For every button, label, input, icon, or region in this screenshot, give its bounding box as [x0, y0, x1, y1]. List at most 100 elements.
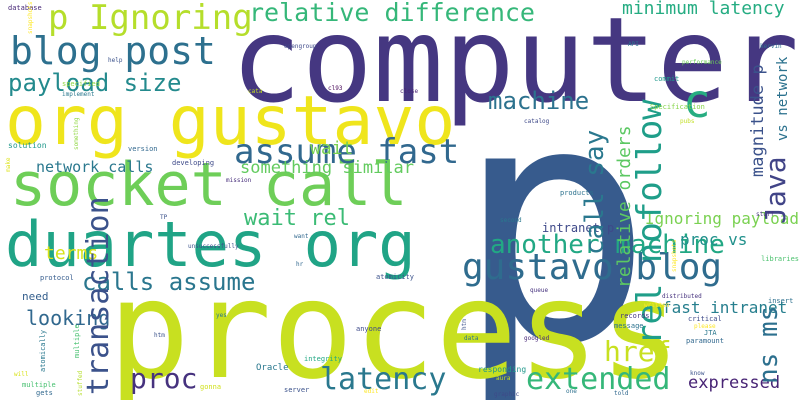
word-edit: pubs: [680, 118, 695, 125]
word-something-similar: wait: [310, 138, 354, 159]
word-gets: multiple: [22, 381, 56, 389]
word-yes: queue: [530, 287, 549, 294]
word-htm: data: [464, 335, 479, 342]
word-anyone: integrity: [304, 355, 342, 363]
word-implement: htm: [461, 319, 468, 330]
word-calls-assume: terms: [44, 243, 99, 264]
word-proc: transaction: [81, 196, 116, 395]
word-wait: assume fast: [234, 132, 460, 172]
word-intranet-p: expressed: [688, 373, 781, 393]
word-please: aura: [496, 375, 511, 382]
word-solution: solution: [8, 141, 47, 150]
word-socket-call: socket call: [10, 150, 408, 220]
word-close: kervin: [760, 43, 782, 50]
word-wait-rel: network calls: [36, 158, 154, 176]
word-need: intranet p: [542, 221, 615, 235]
word-cata: please: [694, 323, 716, 330]
word-second: catalog: [524, 118, 550, 125]
word-p: p: [455, 33, 654, 400]
word-href: ns ms: [754, 305, 784, 384]
word-terms: another machine: [490, 230, 725, 260]
word-gonna: gets: [36, 389, 53, 397]
word-relative-difference: relative difference: [249, 0, 535, 27]
word-one: know: [690, 370, 705, 377]
word-insert: distributed: [662, 293, 702, 300]
word-integrity: server: [284, 386, 310, 394]
word-server: Oracle: [256, 363, 289, 373]
word-computer: computer: [230, 0, 799, 129]
word-cl93: htm: [154, 332, 165, 339]
word-expressed: extended: [526, 362, 671, 397]
word-googled: yes: [216, 312, 227, 319]
word-unsuccessfully: products: [560, 189, 594, 197]
word-know: told: [614, 390, 629, 397]
word-transaction: need: [22, 290, 49, 303]
word-paramount: JTA: [704, 329, 717, 337]
word-api: commit: [654, 75, 680, 83]
word-xa: will: [14, 371, 29, 378]
word-catalog: version: [128, 145, 158, 153]
word-fast-intranet: proc vs: [680, 230, 748, 249]
word-specified: specified: [62, 80, 100, 88]
word-developing: developing: [172, 159, 215, 167]
word-queue: want: [294, 233, 309, 240]
word-graphic: one: [566, 388, 577, 395]
word-will: edit: [364, 388, 379, 395]
word-help: opengroup: [284, 43, 317, 50]
word-atomicity: anyone: [356, 325, 382, 333]
word-node: snapshots: [27, 1, 34, 34]
word-magnitude-p: magnitude p: [748, 64, 768, 177]
word-critical: message: [614, 322, 644, 330]
word-stuff: libraries: [761, 255, 799, 263]
word-pubs: written: [644, 302, 670, 309]
word-multiple: multiple: [73, 324, 81, 358]
word-database: database: [8, 4, 42, 12]
word-network-calls: something similar: [240, 158, 414, 178]
word-relative-orders: relative orders: [614, 125, 635, 288]
word-oracle: gonna: [200, 383, 222, 391]
word-process: process: [108, 252, 682, 400]
word-org-gustavo: org gustavo: [5, 82, 456, 161]
word-want: unsuccessfully: [188, 243, 239, 250]
word-records: atomicity: [376, 273, 414, 281]
word-atomically: atomically: [39, 329, 47, 372]
word-blog-post: blog post: [10, 29, 216, 73]
word-proc-vs: Ignoring payload: [644, 209, 799, 228]
word-assume-fast: vs network: [775, 56, 791, 141]
word-something: TP: [160, 214, 168, 221]
word-minimum-latency: minimum latency: [622, 0, 785, 19]
word-specification: stuff: [756, 211, 775, 218]
word-jta: insert: [768, 297, 794, 305]
word-gustavo-blog: gustavo blog: [462, 247, 723, 288]
word-commit: Specification: [650, 103, 705, 111]
word-opengroup: close: [400, 88, 419, 95]
word-written: performance: [682, 59, 722, 66]
word-products: second: [500, 217, 522, 224]
word-protocol: protocol: [40, 274, 74, 282]
word-c: c: [683, 74, 711, 128]
word-aura: something: [73, 117, 80, 150]
word-vs-network: fast intranet: [662, 298, 788, 317]
word-payload-size: payload size: [8, 69, 182, 97]
word-snapshots: cata: [248, 88, 263, 95]
word-latency: proc: [130, 362, 198, 395]
word-ignoring-payload: calls assume: [82, 268, 256, 296]
word-hr: implement: [62, 91, 95, 98]
word-libraries: paramount: [686, 337, 724, 345]
word-distributed: critical: [688, 315, 722, 323]
word-data: responding: [478, 365, 527, 374]
word-version: help: [108, 57, 123, 64]
word-duartes-org: duartes org: [5, 208, 416, 281]
word-mission: mission: [226, 177, 252, 184]
word-access: snapshots: [671, 239, 678, 272]
word-stuffed: graphic: [494, 391, 520, 398]
word-extended: latency: [320, 362, 447, 397]
word-told: googled: [524, 335, 550, 342]
word-p-ignoring: p Ignoring: [48, 0, 253, 38]
word-make: hr: [296, 261, 304, 268]
word-kervin: API: [628, 41, 639, 48]
word-message: records: [620, 312, 650, 320]
word-tp: cl93: [328, 85, 343, 92]
word-another-machine: wait rel: [244, 206, 350, 231]
